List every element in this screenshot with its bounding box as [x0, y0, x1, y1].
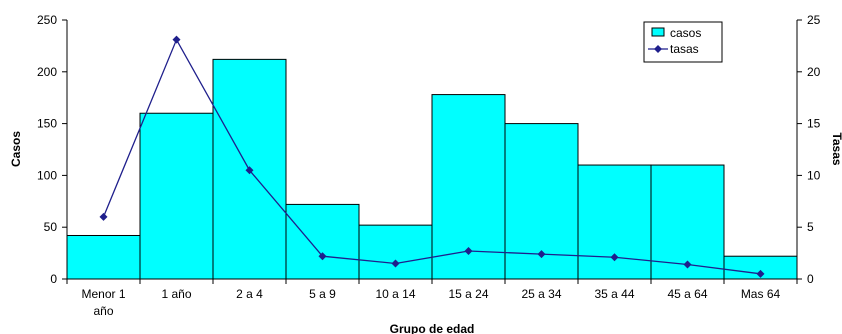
y2-tick-label: 10 — [807, 168, 821, 182]
labels-layer: 0 50 100 150 200 250 0 5 10 15 20 25 Menor 1 año 1 año… — [37, 13, 821, 318]
line-tasas — [102, 38, 761, 275]
bar-casos-1 — [139, 112, 214, 280]
y-tick-label: 100 — [37, 168, 57, 182]
bar-casos-4 — [358, 224, 433, 280]
point-tasas-5 — [464, 247, 473, 256]
bar-casos-7 — [577, 164, 652, 280]
point-tasas-1 — [172, 35, 181, 44]
point-tasas-2 — [245, 166, 254, 175]
x-tick-label: Menor 1 año — [81, 287, 125, 318]
x-axis-title: Grupo de edad — [390, 322, 475, 334]
y-tick-label: 200 — [37, 65, 57, 79]
y-tick-label: 150 — [37, 117, 57, 131]
legend-marker-tasas — [654, 45, 662, 53]
line-layer — [99, 35, 765, 278]
x-tick-label: 5 a 9 — [309, 287, 336, 301]
y-tick-label: 250 — [37, 13, 57, 27]
bar-casos-8 — [650, 164, 725, 280]
y2-tick-label: 5 — [807, 220, 814, 234]
point-tasas-0 — [99, 212, 108, 221]
y2-tick-label: 25 — [807, 13, 821, 27]
point-tasas-6 — [537, 250, 546, 259]
y-tick-label: 0 — [50, 272, 57, 286]
x-tick-label: 10 a 14 — [375, 287, 415, 301]
bars-layer — [66, 58, 798, 280]
bar-casos-0 — [66, 234, 141, 280]
x-tick-label: 2 a 4 — [236, 287, 263, 301]
x-tick-label: Mas 64 — [741, 287, 781, 301]
x-tick-label: 1 año — [161, 287, 191, 301]
y2-tick-label: 15 — [807, 117, 821, 131]
legend-label-tasas: tasas — [670, 42, 699, 56]
y2-axis-title: Tasas — [830, 132, 842, 165]
x-tick-label: 25 a 34 — [521, 287, 561, 301]
bar-casos-3 — [285, 203, 360, 280]
x-tick-label: 35 a 44 — [594, 287, 634, 301]
x-tick-label: 45 a 64 — [667, 287, 707, 301]
y-tick-label: 50 — [44, 220, 58, 234]
y2-tick-label: 20 — [807, 65, 821, 79]
x-tick-label: 15 a 24 — [448, 287, 488, 301]
legend-swatch-casos — [651, 27, 665, 37]
point-tasas-3 — [318, 252, 327, 261]
axes-layer — [62, 19, 802, 284]
y2-tick-label: 0 — [807, 272, 814, 286]
point-tasas-8 — [683, 260, 692, 269]
point-tasas-4 — [391, 259, 400, 268]
point-tasas-9 — [756, 269, 765, 278]
legend-label-casos: casos — [670, 26, 701, 40]
point-tasas-7 — [610, 253, 619, 262]
y-axis-title: Casos — [9, 131, 23, 167]
legend: casos tasas — [643, 21, 723, 63]
